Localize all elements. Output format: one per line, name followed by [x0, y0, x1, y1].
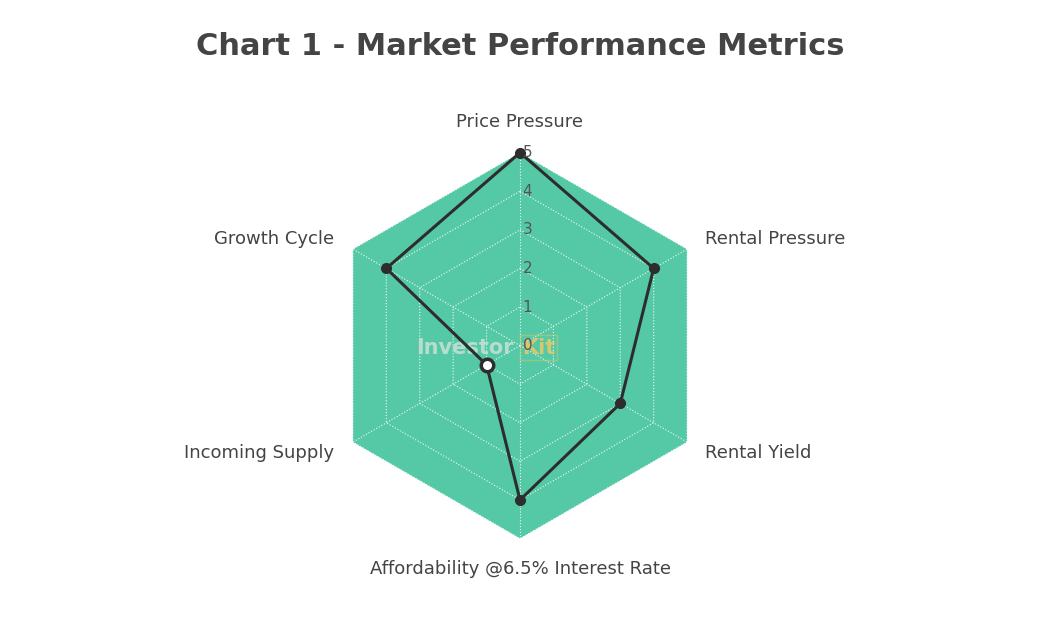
Polygon shape: [420, 230, 620, 461]
Text: 3: 3: [523, 222, 532, 237]
Text: Investor: Investor: [417, 337, 514, 358]
Text: Chart 1 - Market Performance Metrics: Chart 1 - Market Performance Metrics: [196, 32, 844, 61]
Text: Kit: Kit: [522, 337, 555, 358]
Text: 2: 2: [523, 261, 532, 276]
Text: Rental Pressure: Rental Pressure: [705, 230, 846, 248]
Polygon shape: [386, 191, 654, 500]
Text: 1: 1: [523, 300, 532, 314]
Polygon shape: [487, 307, 553, 384]
Text: 4: 4: [523, 184, 532, 199]
Polygon shape: [453, 268, 587, 423]
Polygon shape: [353, 153, 687, 538]
Text: Affordability @6.5% Interest Rate: Affordability @6.5% Interest Rate: [369, 560, 671, 578]
Text: Growth Cycle: Growth Cycle: [214, 230, 335, 248]
Text: Price Pressure: Price Pressure: [457, 113, 583, 131]
Text: Rental Yield: Rental Yield: [705, 444, 812, 461]
Text: Incoming Supply: Incoming Supply: [184, 444, 335, 461]
Text: 5: 5: [523, 145, 532, 160]
Text: 0: 0: [523, 338, 532, 353]
